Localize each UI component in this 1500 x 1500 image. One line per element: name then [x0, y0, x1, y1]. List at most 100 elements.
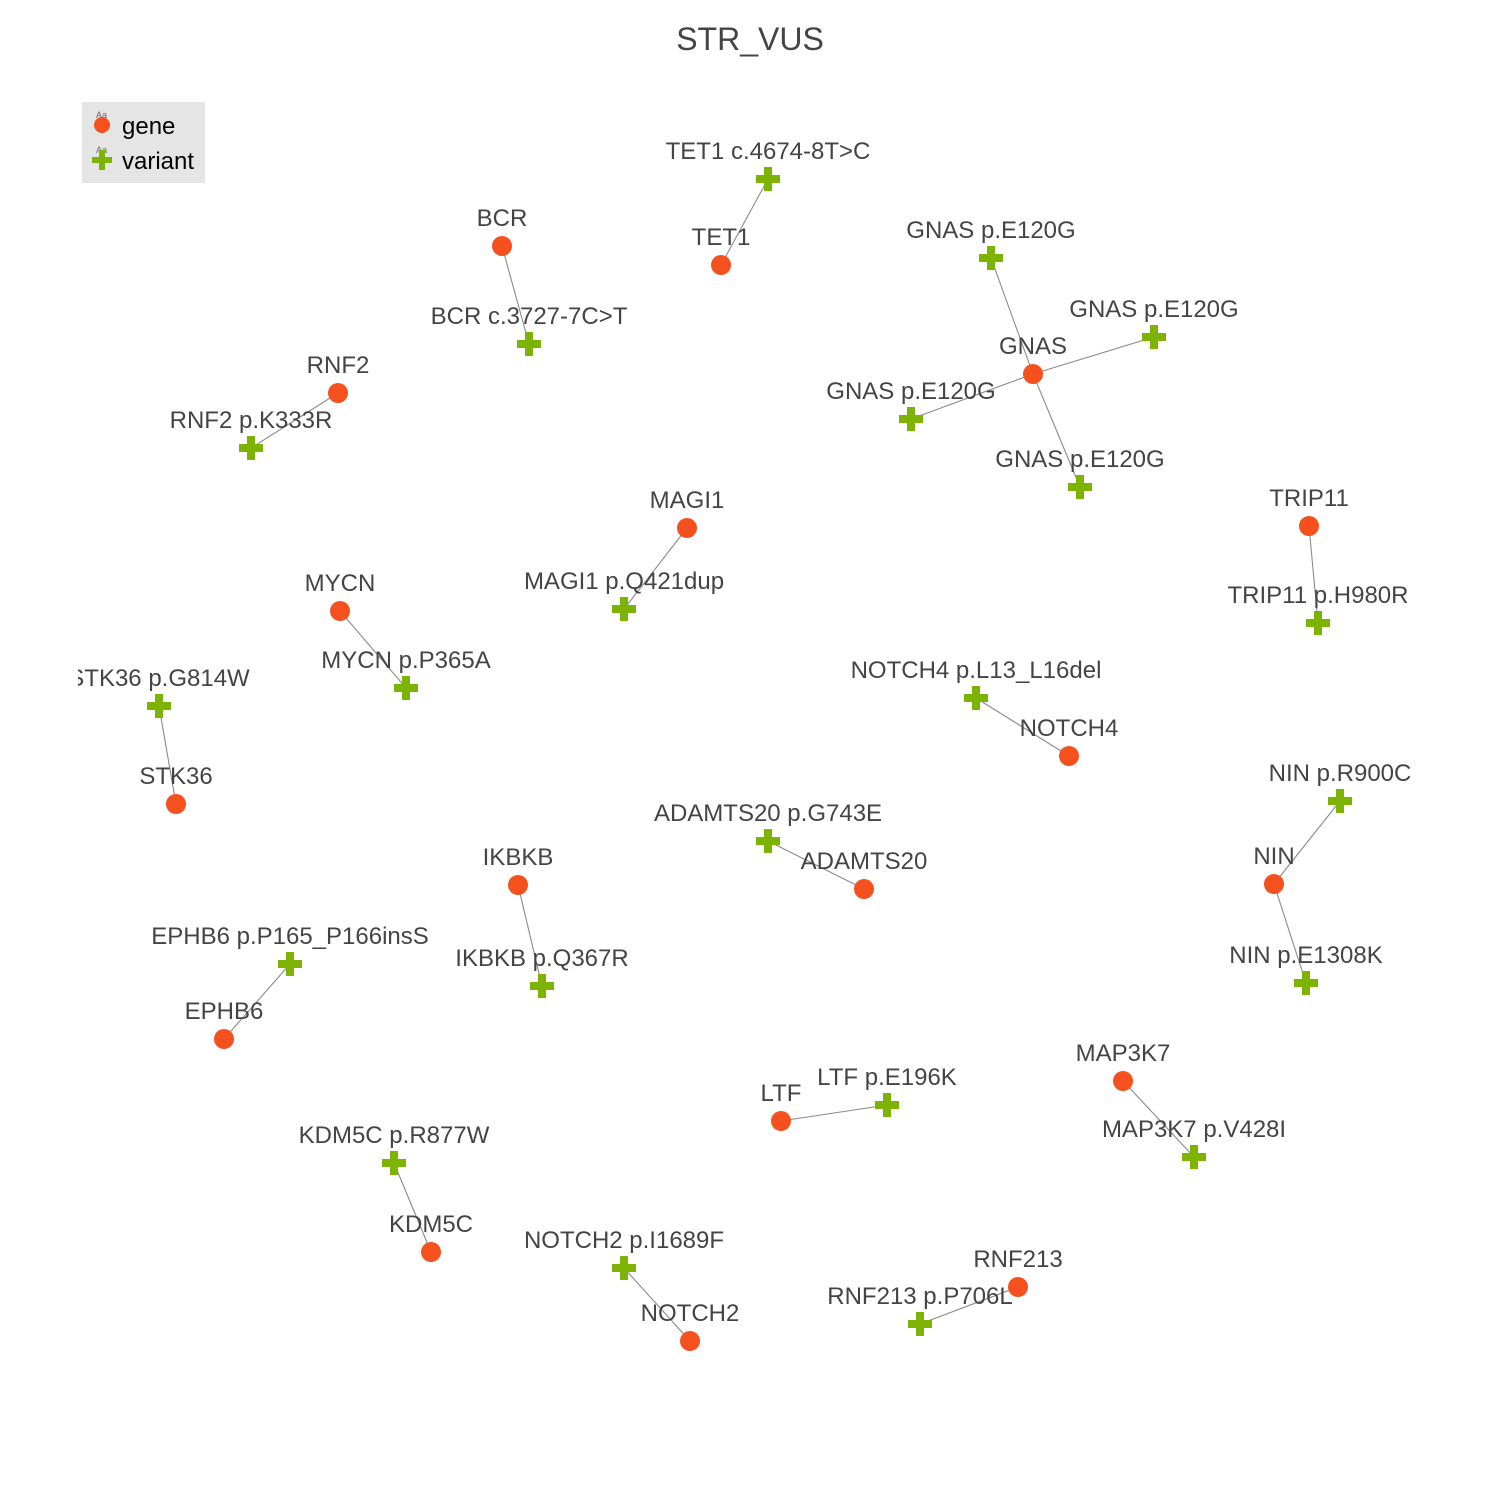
- gene-node-mycn[interactable]: MYCN: [305, 570, 376, 621]
- variant-node-mycn-v[interactable]: MYCN p.P365A: [321, 647, 491, 700]
- node-label: STK36 p.G814W: [68, 665, 250, 692]
- gene-node-ikbkb[interactable]: IKBKB: [483, 844, 554, 895]
- edge-nin-nin_v2: [1273, 883, 1307, 984]
- variant-node-ikbkb-v[interactable]: IKBKB p.Q367R: [455, 945, 629, 998]
- node-label: EPHB6: [185, 998, 264, 1025]
- node-label: LTF p.E196K: [817, 1064, 957, 1091]
- node-label: NOTCH4 p.L13_L16del: [851, 657, 1102, 684]
- gene-node-magi1[interactable]: MAGI1: [650, 487, 725, 538]
- node-label: RNF2: [307, 352, 370, 379]
- gene-node-tet1[interactable]: TET1: [692, 224, 751, 275]
- gene-marker: [677, 518, 697, 538]
- gene-node-bcr[interactable]: BCR: [477, 205, 528, 256]
- edge-trip11-trip11_v: [1308, 525, 1319, 624]
- gene-marker: [1008, 1277, 1028, 1297]
- variant-marker: [875, 1093, 899, 1117]
- node-label: MYCN: [305, 570, 376, 597]
- edge-adamts20-adamts20_v: [767, 840, 865, 890]
- legend-gene-marker: [94, 117, 110, 133]
- variant-marker: [612, 1256, 636, 1280]
- edge-ltf-ltf_v: [780, 1104, 888, 1122]
- edge-bcr-bcr_v: [501, 245, 530, 345]
- variant-node-adamts20-v[interactable]: ADAMTS20 p.G743E: [654, 800, 882, 853]
- gene-node-map3k7[interactable]: MAP3K7: [1076, 1040, 1171, 1091]
- variant-node-gnas-v4[interactable]: GNAS p.E120G: [995, 446, 1165, 499]
- variant-marker: [756, 829, 780, 853]
- variant-node-notch2-v[interactable]: NOTCH2 p.I1689F: [524, 1227, 724, 1280]
- node-label: RNF213: [973, 1246, 1062, 1273]
- gene-node-ltf[interactable]: LTF: [761, 1080, 802, 1131]
- gene-marker: [421, 1242, 441, 1262]
- edge-ephb6-ephb6_v: [223, 963, 291, 1040]
- variant-node-gnas-v2[interactable]: GNAS p.E120G: [1069, 296, 1239, 349]
- variant-node-tet1-v[interactable]: TET1 c.4674-8T>C: [666, 138, 871, 191]
- gene-node-stk36[interactable]: STK36: [139, 763, 213, 814]
- gene-node-nin[interactable]: NIN: [1253, 843, 1295, 894]
- node-label: NIN: [1253, 843, 1294, 870]
- node-label: MYCN p.P365A: [321, 647, 490, 674]
- variant-node-bcr-v[interactable]: BCR c.3727-7C>T: [431, 303, 628, 356]
- node-label: ADAMTS20 p.G743E: [654, 800, 882, 827]
- node-label: NOTCH2: [641, 1300, 740, 1327]
- node-label: MAP3K7: [1076, 1040, 1171, 1067]
- edge-notch4-notch4_v: [975, 697, 1070, 757]
- legend-gene-glyph: Aa: [96, 110, 107, 120]
- edges: [158, 178, 1341, 1342]
- gene-node-notch2[interactable]: NOTCH2: [641, 1300, 740, 1351]
- variant-marker: [517, 332, 541, 356]
- legend-variant-label: variant: [122, 148, 194, 175]
- variant-node-ephb6-v[interactable]: EPHB6 p.P165_P166insS: [151, 923, 429, 976]
- edge-rnf2-rnf2_v: [250, 392, 339, 449]
- edge-gnas-gnas_v1: [990, 257, 1034, 375]
- variant-node-gnas-v3[interactable]: GNAS p.E120G: [826, 378, 996, 431]
- gene-node-kdm5c[interactable]: KDM5C: [389, 1211, 473, 1262]
- gene-marker: [328, 383, 348, 403]
- gene-marker: [1264, 874, 1284, 894]
- gene-node-rnf2[interactable]: RNF2: [307, 352, 370, 403]
- variant-node-nin-v2[interactable]: NIN p.E1308K: [1229, 942, 1383, 995]
- variant-node-gnas-v1[interactable]: GNAS p.E120G: [906, 217, 1076, 270]
- gene-marker: [214, 1029, 234, 1049]
- variant-node-ltf-v[interactable]: LTF p.E196K: [817, 1064, 957, 1117]
- gene-node-trip11[interactable]: TRIP11: [1269, 485, 1349, 536]
- variant-node-rnf2-v[interactable]: RNF2 p.K333R: [170, 407, 333, 460]
- variant-marker: [147, 694, 171, 718]
- variant-node-map3k7-v[interactable]: MAP3K7 p.V428I: [1102, 1116, 1286, 1169]
- gene-node-notch4[interactable]: NOTCH4: [1020, 715, 1119, 766]
- gene-node-rnf213[interactable]: RNF213: [973, 1246, 1063, 1297]
- variant-marker: [382, 1151, 406, 1175]
- edge-notch2-notch2_v: [623, 1267, 691, 1342]
- variant-node-notch4-v[interactable]: NOTCH4 p.L13_L16del: [851, 657, 1102, 710]
- edge-gnas-gnas_v2: [1032, 336, 1155, 375]
- node-label: LTF: [761, 1080, 802, 1107]
- variant-marker: [278, 952, 302, 976]
- variant-node-stk36-v[interactable]: STK36 p.G814W: [68, 665, 250, 718]
- node-label: GNAS p.E120G: [906, 217, 1075, 244]
- node-label: EPHB6 p.P165_P166insS: [151, 923, 429, 950]
- variant-marker: [1182, 1145, 1206, 1169]
- node-label: MAP3K7 p.V428I: [1102, 1116, 1286, 1143]
- node-label: MAGI1: [650, 487, 725, 514]
- node-label: IKBKB p.Q367R: [455, 945, 628, 972]
- gene-node-gnas[interactable]: GNAS: [999, 333, 1067, 384]
- variant-node-kdm5c-v[interactable]: KDM5C p.R877W: [299, 1122, 490, 1175]
- variant-marker: [1068, 475, 1092, 499]
- node-label: IKBKB: [483, 844, 554, 871]
- variant-marker: [530, 974, 554, 998]
- gene-node-ephb6[interactable]: EPHB6: [185, 998, 264, 1049]
- node-label: MAGI1 p.Q421dup: [524, 568, 724, 595]
- variant-node-nin-v1[interactable]: NIN p.R900C: [1269, 760, 1412, 813]
- node-label: NIN p.E1308K: [1229, 942, 1382, 969]
- node-label: TET1: [692, 224, 751, 251]
- edge-kdm5c-kdm5c_v: [393, 1162, 432, 1253]
- node-label: RNF213 p.P706L: [827, 1283, 1012, 1310]
- variant-marker: [612, 597, 636, 621]
- gene-marker: [854, 879, 874, 899]
- variant-node-rnf213-v[interactable]: RNF213 p.P706L: [827, 1283, 1013, 1336]
- gene-marker: [1113, 1071, 1133, 1091]
- edge-ikbkb-ikbkb_v: [517, 884, 543, 987]
- variant-node-magi1-v[interactable]: MAGI1 p.Q421dup: [524, 568, 724, 621]
- variant-node-trip11-v[interactable]: TRIP11 p.H980R: [1228, 582, 1409, 635]
- gene-node-adamts20[interactable]: ADAMTS20: [801, 848, 928, 899]
